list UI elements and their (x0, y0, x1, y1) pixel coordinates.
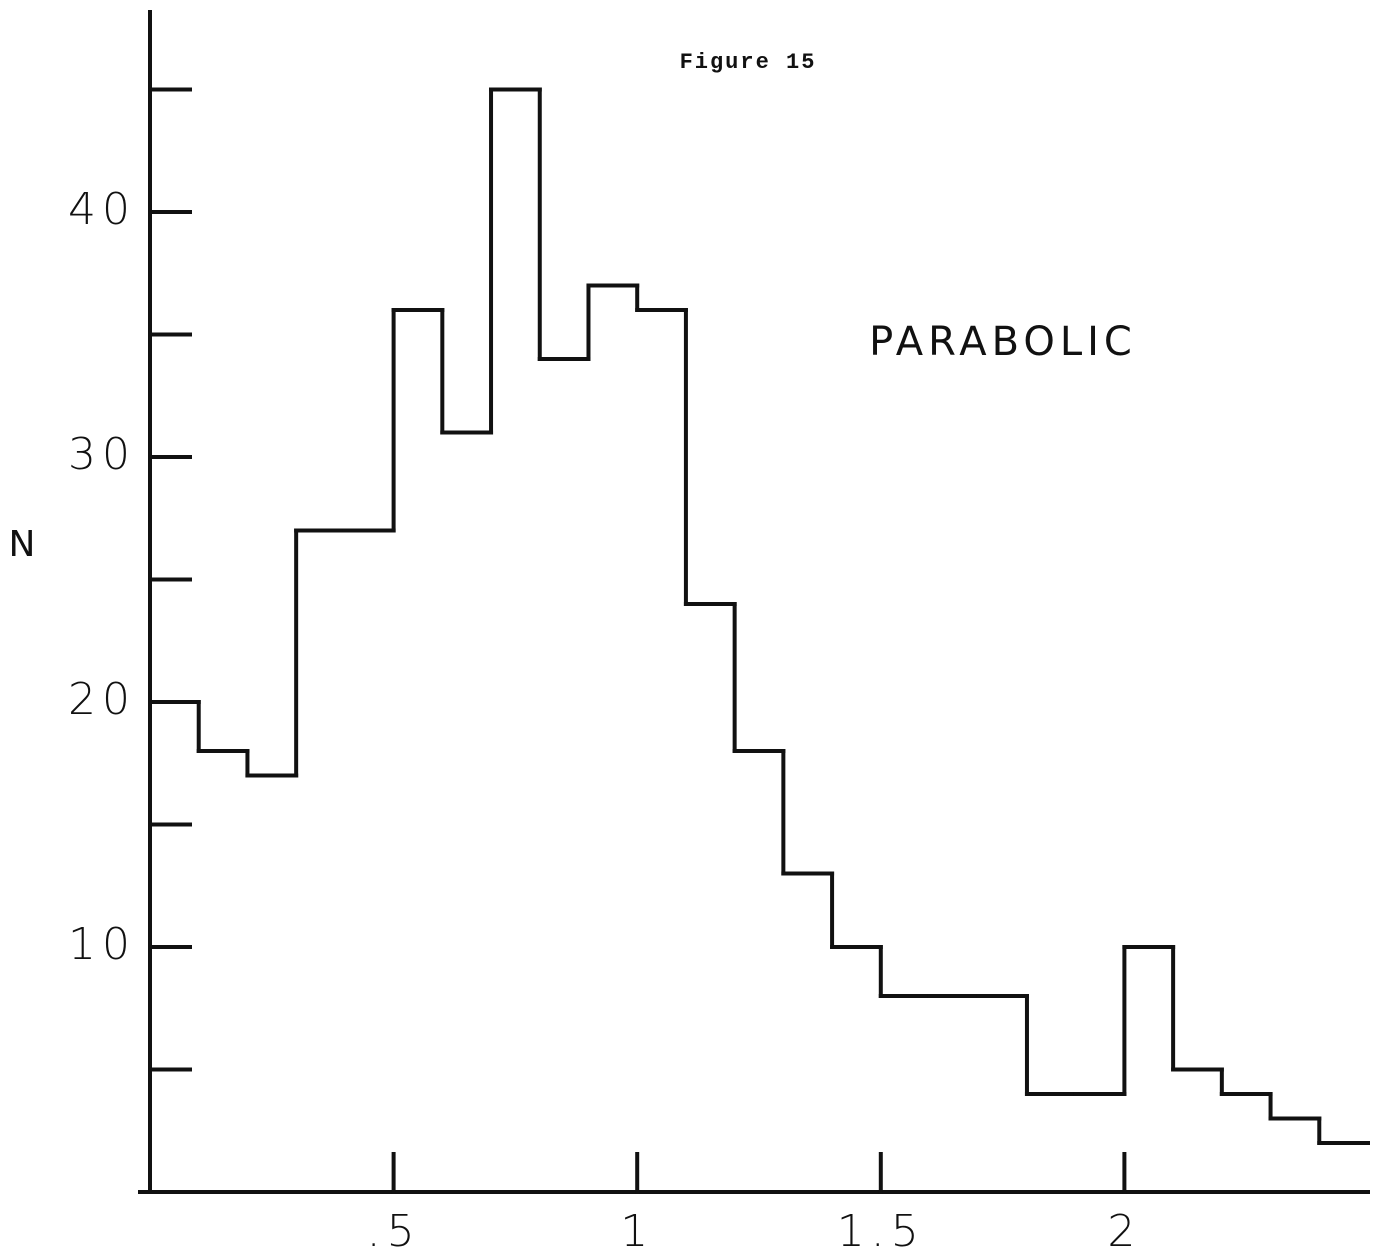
chart-title: Figure 15 (680, 50, 817, 75)
y-tick-label: 30 (68, 429, 136, 480)
y-tick-label: 20 (68, 674, 136, 725)
y-axis-label: N (9, 524, 36, 565)
y-tick-label: 10 (68, 919, 136, 970)
x-tick-label: 1.5 (837, 1206, 925, 1257)
y-tick-label: 40 (68, 184, 136, 235)
x-tick-label: .5 (367, 1206, 421, 1257)
annotation: PARABOLIC (869, 319, 1137, 365)
x-tick-label: 1 (620, 1206, 654, 1257)
x-tick-label: 2 (1107, 1206, 1141, 1257)
